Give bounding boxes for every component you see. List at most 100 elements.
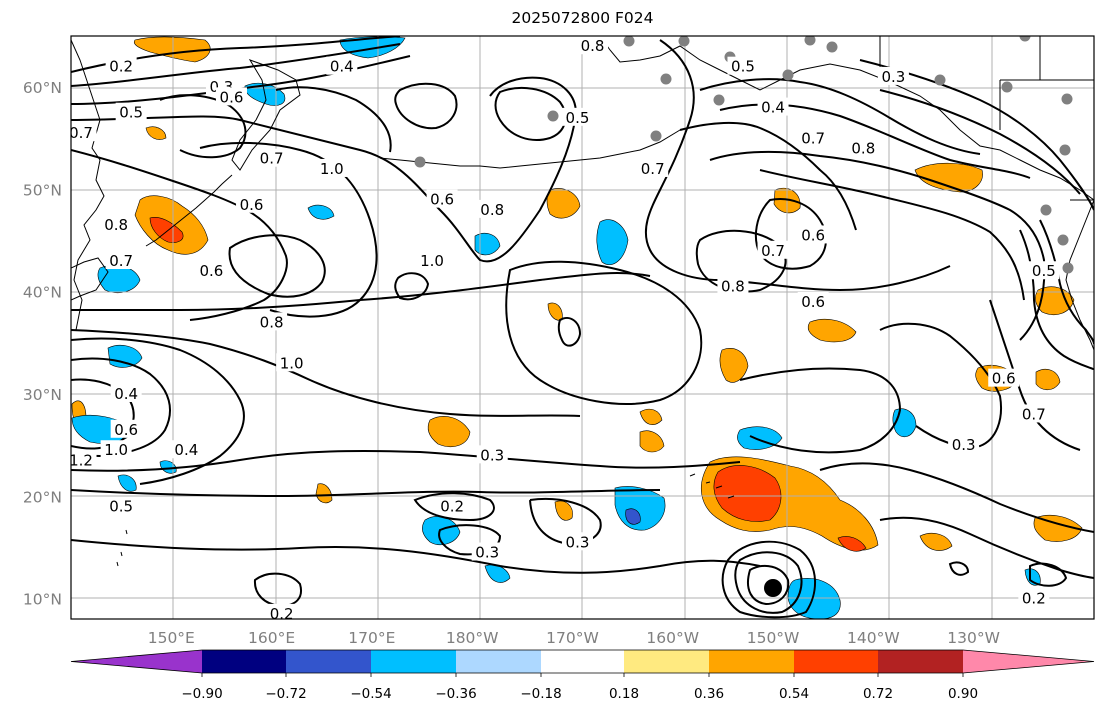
contour-label-background [326, 56, 358, 75]
negative-anomaly-region [307, 204, 335, 220]
contour-label: 0.7 [69, 124, 93, 142]
colorbar-segment [963, 650, 1094, 673]
contour-label-background [476, 445, 508, 464]
contour-line [394, 272, 430, 301]
colorbar-segment [71, 650, 202, 673]
colorbar-tick-label: −0.54 [350, 686, 391, 702]
station-marker [1019, 36, 1031, 42]
station-marker [414, 156, 426, 168]
longitude-label: 150°W [747, 629, 800, 647]
colorbar-segment [794, 650, 878, 673]
contour-label: 0.2 [109, 58, 133, 76]
contour-label: 0.2 [1022, 590, 1046, 608]
north-america-coastline [1065, 199, 1094, 351]
contour-label: 0.6 [801, 293, 825, 311]
positive-anomaly-region [145, 126, 167, 140]
latitude-label: 60°N [23, 79, 62, 97]
contour-label: 0.2 [440, 497, 464, 515]
contour-line [989, 299, 1081, 451]
contour-label-background [948, 435, 980, 454]
positive-anomaly-region [546, 188, 581, 219]
station-marker [1057, 234, 1069, 246]
contour-line [494, 86, 567, 141]
station-marker [678, 36, 690, 47]
colorbar-segment [371, 650, 456, 673]
contour-label-background [797, 291, 829, 310]
map-panel: 0.4 0.2 0.3 0.6 0.5 0.7 0.7 1.0 0.6 0.8 0.7 0.6 0.8 1… [69, 36, 1094, 619]
contour-labels: 0.4 0.2 0.3 0.6 0.5 0.7 0.7 1.0 0.6 0.8 0.7 0.6 0.8 1… [69, 36, 1060, 619]
contour-label: 0.5 [119, 104, 143, 122]
contour-line [695, 229, 787, 293]
contour-label-background [757, 240, 789, 259]
positive-anomaly-region [554, 500, 573, 521]
strong-positive-anomaly-region [837, 536, 867, 552]
contour-line [859, 59, 1094, 211]
colorbar-tick-label: 0.72 [863, 686, 893, 702]
aleutian-islands [379, 129, 681, 169]
contour-label-background [100, 215, 132, 234]
colorbar-segment [202, 650, 286, 673]
longitude-labels: 150°E 160°E 170°E 180°W 170°W 160°W 150°W 140°W… [148, 629, 1000, 647]
contour-label-background [100, 440, 132, 459]
colorbar-tick-label: −0.36 [435, 686, 476, 702]
contour-line [759, 169, 1025, 301]
japan-coastline [71, 257, 109, 301]
contour-label: 0.8 [260, 313, 284, 331]
contour-label: 0.8 [721, 278, 745, 296]
contour-line [275, 86, 392, 153]
contour-line [747, 564, 790, 606]
contour-label: 0.5 [1032, 262, 1056, 280]
contour-line [819, 462, 1094, 533]
station-marker [650, 130, 662, 142]
colorbar-tick-label: −0.18 [520, 686, 561, 702]
strong-positive-anomaly-region [713, 465, 782, 522]
contour-label: 0.3 [881, 68, 905, 86]
contour-label-background [105, 496, 137, 515]
contour-line [644, 39, 951, 292]
contour-label-background [115, 102, 147, 121]
negative-anomaly-region [596, 219, 629, 266]
station-marker [547, 110, 559, 122]
kamchatka-coastline [231, 59, 301, 171]
contour-label-background [561, 107, 593, 126]
station-markers [414, 36, 1074, 274]
storm-center-marker [764, 579, 782, 597]
contour-line [71, 378, 135, 450]
contour-label-background [476, 199, 508, 218]
contour-label: 0.7 [1022, 405, 1046, 423]
contour-label-background [988, 368, 1020, 387]
contour-label-background [256, 312, 288, 331]
colorbar-tick-label: −0.90 [181, 686, 222, 702]
contour-line [739, 367, 902, 454]
positive-anomaly-region [427, 416, 471, 447]
contour-label: 0.7 [260, 150, 284, 168]
contour-line [557, 316, 582, 347]
positive-anomaly-region [639, 408, 663, 425]
colorbar-tick-label: 0.90 [948, 686, 978, 702]
contour-label: 0.3 [475, 544, 499, 562]
colorbar-segment [878, 650, 963, 673]
contour-label-background [471, 542, 503, 561]
contour-label-background [316, 158, 348, 177]
colorbar: −0.90 −0.72 −0.54 −0.36 −0.18 0.18 0.36 0.54 0.7… [70, 649, 1095, 702]
contour-label-background [236, 194, 268, 213]
contour-line [71, 329, 581, 417]
contour-label: 0.7 [109, 252, 133, 270]
colorbar-tick-label: 0.54 [779, 686, 809, 702]
contour-lines [71, 36, 1094, 619]
contour-line [159, 94, 247, 159]
colorbar-tick-label: 0.36 [694, 686, 724, 702]
contour-label: 1.0 [320, 160, 344, 178]
contour-label: 1.0 [420, 252, 444, 270]
contour-label-background [637, 158, 669, 177]
longitude-label: 160°W [646, 629, 699, 647]
strong-negative-anomaly-region [625, 508, 641, 525]
contour-line [71, 272, 651, 312]
contour-label-background [1018, 404, 1050, 423]
negative-anomaly-region [474, 233, 501, 256]
positive-anomaly-region [1035, 286, 1075, 315]
contour-line [71, 489, 661, 498]
longitude-label: 150°E [148, 629, 195, 647]
colorbar-segment [709, 650, 794, 673]
